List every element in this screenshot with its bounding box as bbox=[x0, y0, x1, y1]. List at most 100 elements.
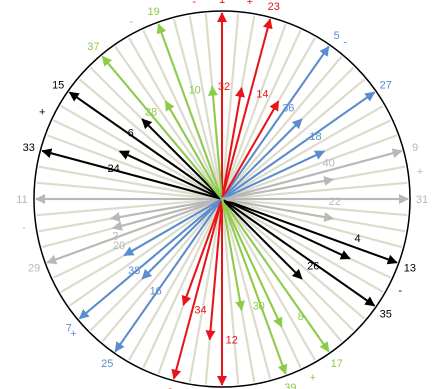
vector-arrow-2 bbox=[109, 198, 223, 222]
background-spoke bbox=[188, 198, 224, 383]
vector-label-11: 11 bbox=[16, 194, 27, 206]
vector-label-36: 36 bbox=[282, 103, 294, 115]
vector-arrow-16 bbox=[141, 198, 223, 280]
vector-label-32: 32 bbox=[218, 81, 230, 93]
vector-arrow-40 bbox=[221, 176, 335, 200]
vector-label-22: 22 bbox=[329, 196, 341, 208]
sign-marker: + bbox=[417, 166, 423, 178]
vector-label-26: 26 bbox=[307, 260, 319, 272]
vector-arrow-10 bbox=[208, 85, 223, 200]
vector-label-31: 31 bbox=[416, 194, 428, 206]
vector-label-23: 23 bbox=[268, 1, 280, 13]
sign-markers: +---++--++- bbox=[22, 0, 423, 384]
vector-label-9: 9 bbox=[412, 142, 418, 154]
vector-arrow-9 bbox=[221, 148, 403, 200]
background-spoke bbox=[128, 198, 223, 361]
sign-marker: - bbox=[192, 0, 196, 8]
vector-arrow-19 bbox=[156, 23, 223, 200]
vector-arrows bbox=[35, 12, 409, 386]
vector-labels: 1234567891011121314151617181920212223242… bbox=[16, 0, 428, 389]
sign-marker: - bbox=[398, 285, 402, 297]
background-spoke bbox=[38, 165, 223, 201]
vector-arrow-12 bbox=[205, 198, 223, 341]
vector-label-17: 17 bbox=[331, 358, 343, 370]
vector-arrow-14 bbox=[221, 100, 280, 200]
vector-arrow-34 bbox=[181, 198, 223, 306]
sign-marker: - bbox=[22, 222, 26, 234]
background-spoke bbox=[221, 198, 366, 320]
background-spoke bbox=[221, 78, 366, 200]
background-spoke bbox=[221, 29, 302, 200]
vector-label-40: 40 bbox=[323, 157, 335, 169]
background-spoke bbox=[188, 15, 224, 200]
vector-arrow-28 bbox=[164, 100, 223, 200]
background-spoke bbox=[221, 198, 384, 293]
sign-marker: - bbox=[343, 36, 347, 48]
vector-label-37: 37 bbox=[87, 41, 99, 53]
vector-arrow-13 bbox=[221, 198, 398, 265]
sign-marker: + bbox=[70, 328, 76, 340]
vector-arrow-3 bbox=[171, 198, 223, 380]
vector-arrow-7 bbox=[78, 198, 223, 320]
background-spoke bbox=[46, 134, 223, 201]
background-spoke bbox=[221, 198, 316, 361]
vector-label-19: 19 bbox=[147, 6, 159, 18]
vector-label-4: 4 bbox=[354, 233, 360, 245]
vector-label-38: 38 bbox=[128, 265, 140, 277]
vector-label-16: 16 bbox=[150, 285, 162, 297]
vector-label-39: 39 bbox=[284, 382, 296, 389]
vector-arrow-29 bbox=[46, 198, 223, 265]
vector-label-3: 3 bbox=[167, 387, 173, 389]
background-spoke bbox=[221, 197, 402, 249]
background-spoke bbox=[101, 198, 223, 343]
vector-label-18: 18 bbox=[309, 131, 321, 143]
vector-arrow-33 bbox=[41, 148, 223, 200]
sign-marker: + bbox=[39, 106, 45, 118]
vector-arrow-4 bbox=[221, 198, 351, 260]
background-spoke bbox=[68, 198, 223, 307]
vector-label-20: 20 bbox=[113, 240, 125, 252]
background-spoke bbox=[220, 23, 287, 200]
vector-label-13: 13 bbox=[404, 262, 416, 274]
background-spoke bbox=[142, 198, 223, 369]
vector-arrow-5 bbox=[221, 45, 330, 200]
vector-label-7: 7 bbox=[66, 323, 72, 335]
vector-arrow-18 bbox=[221, 150, 326, 200]
vector-arrow-30 bbox=[221, 198, 245, 312]
background-spoke bbox=[220, 13, 240, 200]
vector-label-24: 24 bbox=[107, 163, 119, 175]
vector-label-27: 27 bbox=[380, 79, 392, 91]
vector-arrow-22 bbox=[221, 198, 335, 222]
vector-label-6: 6 bbox=[128, 128, 134, 140]
vector-label-28: 28 bbox=[145, 106, 157, 118]
background-spoke bbox=[220, 198, 272, 379]
vector-arrow-20 bbox=[112, 198, 223, 231]
vector-arrow-27 bbox=[221, 91, 376, 200]
vector-label-8: 8 bbox=[298, 311, 304, 323]
vector-label-12: 12 bbox=[226, 335, 238, 347]
vector-arrow-17 bbox=[221, 198, 330, 353]
vector-label-34: 34 bbox=[194, 305, 206, 317]
background-spoke bbox=[221, 55, 343, 200]
vector-label-33: 33 bbox=[23, 142, 35, 154]
vector-arrow-23 bbox=[221, 18, 273, 200]
vector-arrow-36 bbox=[221, 118, 303, 200]
vector-label-5: 5 bbox=[334, 30, 340, 42]
background-spoke bbox=[36, 181, 223, 201]
background-spoke bbox=[221, 181, 408, 201]
vector-arrow-26 bbox=[221, 198, 303, 280]
background-spoke bbox=[221, 105, 384, 200]
background-spoke bbox=[172, 19, 224, 200]
vector-label-10: 10 bbox=[189, 85, 201, 97]
vector-label-25: 25 bbox=[101, 358, 113, 370]
vector-label-2: 2 bbox=[112, 231, 118, 243]
background-spoke bbox=[221, 134, 398, 201]
vector-label-29: 29 bbox=[28, 262, 40, 274]
background-spoke bbox=[114, 45, 223, 200]
vector-label-1: 1 bbox=[219, 0, 225, 6]
background-spoke bbox=[142, 29, 223, 200]
vector-arrow-15 bbox=[68, 91, 223, 200]
background-spoke bbox=[220, 198, 240, 385]
vector-label-35: 35 bbox=[380, 309, 392, 321]
